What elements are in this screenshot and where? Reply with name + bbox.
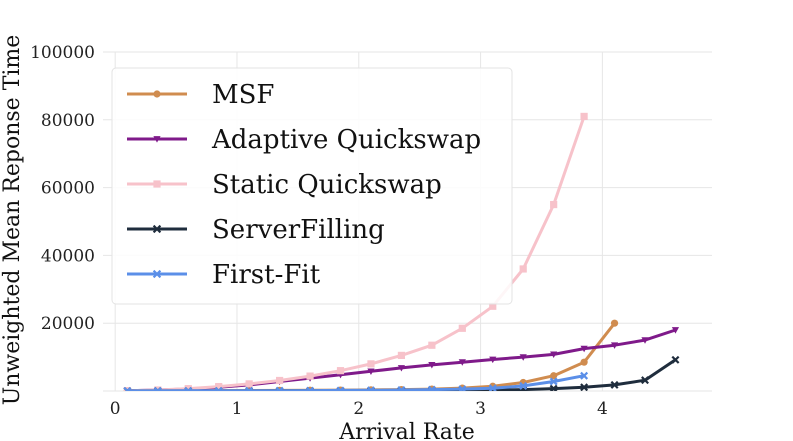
legend-label: First-Fit — [212, 260, 321, 290]
data-point — [397, 351, 406, 360]
data-point — [580, 345, 588, 353]
data-point — [306, 386, 315, 391]
y-tick-label: 40000 — [41, 246, 95, 266]
data-point — [489, 302, 497, 310]
legend-label: Adaptive Quickswap — [211, 125, 481, 155]
data-point — [184, 385, 192, 391]
legend-box — [111, 67, 513, 305]
data-point — [550, 351, 558, 358]
data-point — [580, 358, 588, 366]
data-point — [123, 386, 132, 391]
data-point — [153, 386, 162, 391]
data-point — [153, 136, 161, 143]
data-point — [519, 354, 527, 361]
data-point — [641, 376, 649, 385]
data-point — [245, 380, 253, 388]
x-tick-label: 4 — [597, 399, 608, 419]
data-point — [549, 384, 558, 391]
legend-label: Static Quickswap — [212, 170, 442, 200]
data-point — [519, 381, 528, 390]
data-point — [306, 372, 314, 380]
data-point — [671, 327, 680, 334]
data-point — [275, 386, 284, 391]
data-point — [488, 384, 497, 391]
data-point — [245, 386, 254, 391]
series-first-fit — [123, 371, 589, 391]
data-point — [214, 386, 223, 391]
x-tick-label: 3 — [475, 399, 486, 419]
y-tick-label: 60000 — [41, 179, 95, 199]
data-point — [184, 386, 193, 391]
x-tick-label: 1 — [232, 399, 243, 419]
data-point — [366, 386, 375, 391]
data-point — [153, 180, 161, 188]
data-point — [367, 368, 375, 375]
y-axis-label: Unweighted Mean Reponse Time — [0, 35, 25, 406]
data-point — [610, 380, 619, 389]
data-point — [428, 362, 436, 369]
x-tick-label: 2 — [353, 399, 364, 419]
data-point — [123, 387, 131, 391]
data-point — [458, 385, 467, 391]
data-point — [336, 386, 345, 391]
legend-item: First-Fit — [127, 260, 321, 290]
series-line — [125, 374, 586, 391]
legend-item: ServerFilling — [127, 215, 385, 245]
data-point — [428, 341, 436, 349]
data-point — [152, 269, 162, 279]
data-point — [397, 365, 406, 372]
data-point — [610, 342, 619, 349]
data-point — [489, 356, 497, 364]
data-point — [427, 385, 436, 391]
legend-item: MSF — [127, 80, 274, 110]
data-point — [641, 337, 649, 344]
data-point — [550, 200, 558, 209]
data-point — [336, 367, 345, 375]
data-point — [580, 371, 589, 380]
axes: 0 1 2 3 4 20000 40000 60000 80000 100000 — [30, 43, 608, 419]
data-point — [519, 265, 527, 273]
legend-item: Static Quickswap — [127, 170, 442, 200]
data-point — [580, 112, 588, 121]
legend: MSF Adaptive Quickswap Static Quickswap Ser… — [127, 80, 481, 290]
y-tick-label: 80000 — [41, 111, 95, 131]
x-tick-label: 0 — [110, 399, 121, 419]
data-point — [367, 360, 375, 368]
data-point — [610, 319, 619, 327]
y-tick-label: 100000 — [30, 43, 95, 63]
data-point — [458, 324, 466, 332]
data-point — [580, 383, 589, 391]
data-point — [152, 224, 162, 234]
data-point — [397, 386, 406, 391]
data-point — [458, 359, 466, 366]
legend-item: Adaptive Quickswap — [127, 125, 481, 155]
legend-label: MSF — [212, 80, 274, 110]
data-point — [153, 90, 161, 98]
data-point — [549, 377, 558, 386]
data-point — [276, 376, 284, 385]
data-point — [154, 386, 162, 391]
y-tick-label: 20000 — [41, 314, 95, 334]
x-axis-label: Arrival Rate — [338, 420, 475, 441]
data-point — [671, 355, 680, 364]
data-point — [550, 372, 558, 380]
data-point — [215, 382, 223, 391]
legend-label: ServerFilling — [212, 215, 385, 245]
